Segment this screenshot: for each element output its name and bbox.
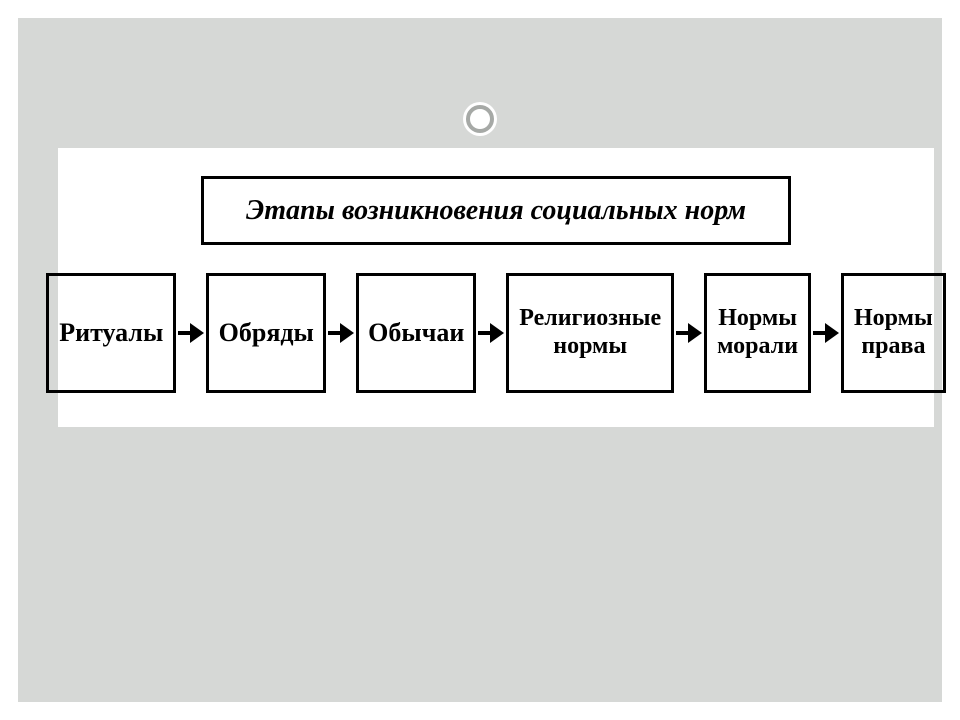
slide-panel: Этапы возникновения социальных норм Риту… xyxy=(18,18,942,702)
node-label: Нормы морали xyxy=(717,305,798,360)
slide: Этапы возникновения социальных норм Риту… xyxy=(0,0,960,720)
node-label: Религиозные нормы xyxy=(519,305,661,360)
arrow-icon xyxy=(813,323,839,343)
diagram-title-box: Этапы возникновения социальных норм xyxy=(201,176,791,245)
node-moral-norms: Нормы морали xyxy=(704,273,811,393)
diagram-title: Этапы возникновения социальных норм xyxy=(246,195,746,226)
node-religious-norms: Религиозные нормы xyxy=(506,273,674,393)
node-legal-norms: Нормы права xyxy=(841,273,946,393)
node-label: Обычаи xyxy=(368,318,464,348)
node-rituals: Ритуалы xyxy=(46,273,176,393)
arrow-icon xyxy=(478,323,504,343)
node-label: Обряды xyxy=(219,318,314,348)
arrow-icon xyxy=(328,323,354,343)
node-label: Нормы права xyxy=(854,305,933,360)
flow-row: Ритуалы Обряды Обычаи Религиозные нормы … xyxy=(68,273,924,393)
node-customs: Обычаи xyxy=(356,273,476,393)
arrow-icon xyxy=(178,323,204,343)
node-rites: Обряды xyxy=(206,273,326,393)
diagram-canvas: Этапы возникновения социальных норм Риту… xyxy=(58,148,934,427)
arrow-icon xyxy=(676,323,702,343)
decorative-ring-icon xyxy=(463,102,497,136)
node-label: Ритуалы xyxy=(59,318,163,348)
